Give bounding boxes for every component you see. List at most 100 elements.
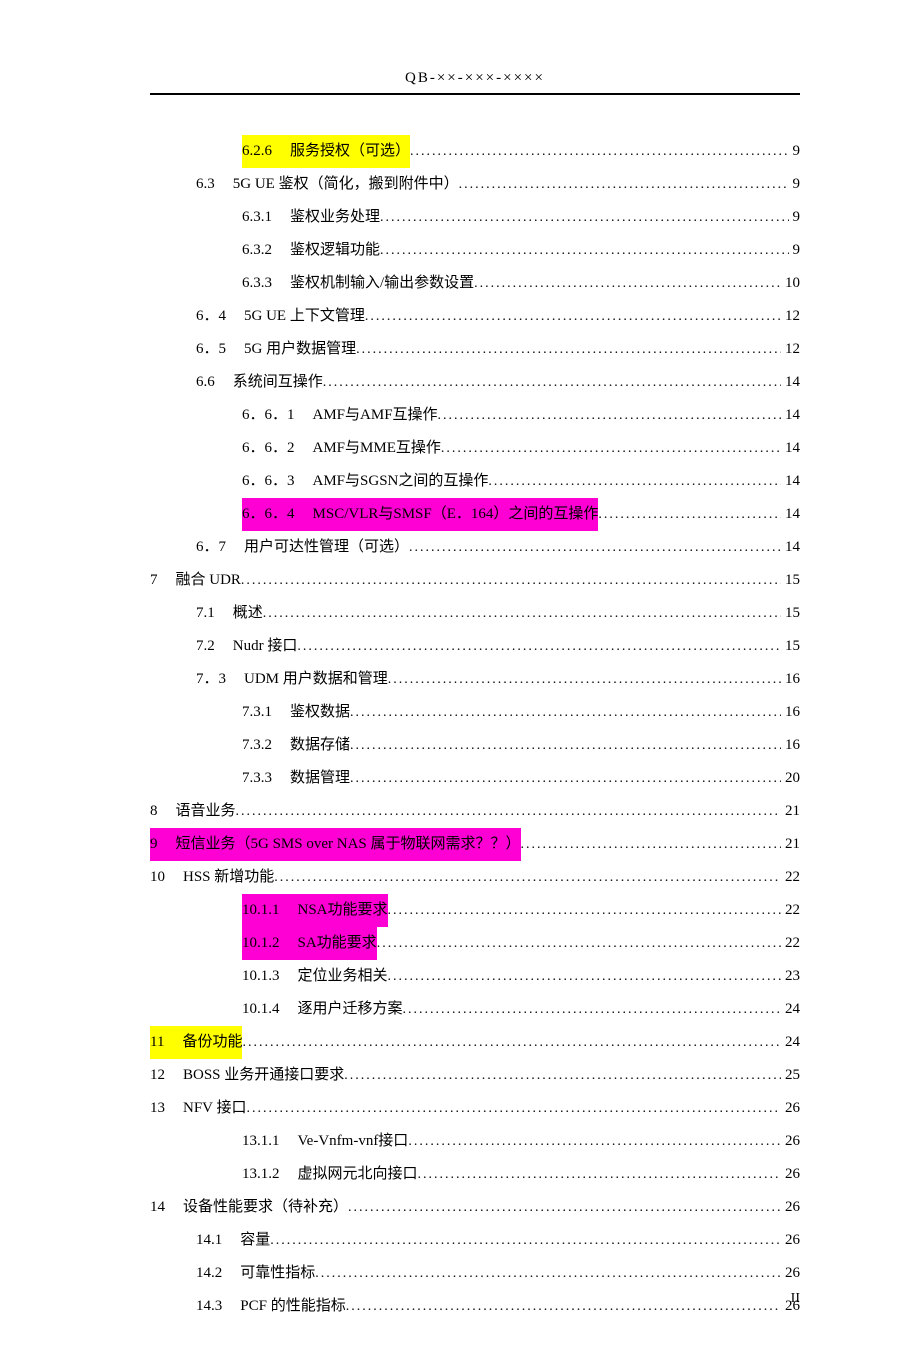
toc-number: 10.1.3 bbox=[242, 960, 298, 993]
toc-page-number: 22 bbox=[781, 861, 800, 894]
toc-title: Nudr 接口 bbox=[233, 630, 298, 663]
toc-entry[interactable]: 12BOSS 业务开通接口要求.........................… bbox=[150, 1059, 800, 1092]
toc-entry[interactable]: 13NFV 接口................................… bbox=[150, 1092, 800, 1125]
toc-number: 14 bbox=[150, 1191, 183, 1224]
toc-entry[interactable]: 14.1容量..................................… bbox=[150, 1224, 800, 1257]
toc-page-number: 26 bbox=[781, 1191, 800, 1224]
toc-title: 备份功能 bbox=[182, 1026, 242, 1059]
toc-entry[interactable]: 7.2Nudr 接口..............................… bbox=[150, 630, 800, 663]
toc-leader-dots: ........................................… bbox=[356, 335, 781, 366]
toc-title: 逐用户迁移方案 bbox=[298, 993, 403, 1026]
toc-number: 10.1.4 bbox=[242, 993, 298, 1026]
toc-number: 6.3.1 bbox=[242, 201, 290, 234]
toc-page-number: 24 bbox=[781, 993, 800, 1026]
toc-number: 7.2 bbox=[196, 630, 233, 663]
toc-page-number: 21 bbox=[781, 795, 800, 828]
toc-leader-dots: ........................................… bbox=[388, 962, 781, 993]
toc-number: 7.1 bbox=[196, 597, 233, 630]
toc-entry[interactable]: 6．55G 用户数据管理............................… bbox=[150, 333, 800, 366]
toc-title: 鉴权业务处理 bbox=[290, 201, 380, 234]
toc-entry[interactable]: 10.1.2SA功能要求............................… bbox=[150, 927, 800, 960]
toc-entry[interactable]: 9短信业务（5G SMS over NAS 属于物联网需求？？）........… bbox=[150, 828, 800, 861]
toc-leader-dots: ........................................… bbox=[348, 1193, 781, 1224]
toc-entry[interactable]: 14.2可靠性指标...............................… bbox=[150, 1257, 800, 1290]
toc-title: 虚拟网元北向接口 bbox=[298, 1158, 418, 1191]
toc-number: 12 bbox=[150, 1059, 183, 1092]
toc-page-number: 9 bbox=[789, 168, 801, 201]
toc-title: BOSS 业务开通接口要求 bbox=[183, 1059, 344, 1092]
toc-entry[interactable]: 6．45G UE 上下文管理..........................… bbox=[150, 300, 800, 333]
toc-leader-dots: ........................................… bbox=[408, 1127, 781, 1158]
toc-entry[interactable]: 6.3.2鉴权逻辑功能.............................… bbox=[150, 234, 800, 267]
toc-entry[interactable]: 14.3PCF 的性能指标...........................… bbox=[150, 1290, 800, 1323]
toc-number: 6.3.3 bbox=[242, 267, 290, 300]
toc-entry[interactable]: 7融合 UDR.................................… bbox=[150, 564, 800, 597]
toc-entry[interactable]: 8语音业务...................................… bbox=[150, 795, 800, 828]
table-of-contents: 6.2.6服务授权（可选）...........................… bbox=[150, 135, 800, 1323]
toc-page-number: 12 bbox=[781, 333, 800, 366]
toc-leader-dots: ........................................… bbox=[350, 731, 781, 762]
toc-entry[interactable]: 6.2.6服务授权（可选）...........................… bbox=[150, 135, 800, 168]
toc-title: 鉴权逻辑功能 bbox=[290, 234, 380, 267]
toc-leader-dots: ........................................… bbox=[459, 170, 789, 201]
toc-entry[interactable]: 10HSS 新增功能..............................… bbox=[150, 861, 800, 894]
toc-entry[interactable]: 7.3.3数据管理...............................… bbox=[150, 762, 800, 795]
toc-page-number: 21 bbox=[781, 828, 800, 861]
toc-leader-dots: ........................................… bbox=[365, 302, 781, 333]
toc-page-number: 26 bbox=[781, 1125, 800, 1158]
toc-number: 10.1.1 bbox=[242, 894, 298, 927]
toc-entry[interactable]: 6.3.1鉴权业务处理.............................… bbox=[150, 201, 800, 234]
toc-title: 5G UE 上下文管理 bbox=[244, 300, 365, 333]
toc-page-number: 15 bbox=[781, 564, 800, 597]
toc-entry[interactable]: 10.1.3定位业务相关............................… bbox=[150, 960, 800, 993]
toc-leader-dots: ........................................… bbox=[323, 368, 781, 399]
toc-entry[interactable]: 11备份功能..................................… bbox=[150, 1026, 800, 1059]
toc-title: 用户可达性管理（可选） bbox=[244, 531, 409, 564]
toc-leader-dots: ........................................… bbox=[270, 1226, 781, 1257]
toc-page-number: 14 bbox=[781, 498, 800, 531]
toc-leader-dots: ........................................… bbox=[388, 896, 781, 927]
toc-number: 6．5 bbox=[196, 333, 244, 366]
toc-entry[interactable]: 14设备性能要求（待补充）...........................… bbox=[150, 1191, 800, 1224]
toc-page-number: 15 bbox=[781, 630, 800, 663]
toc-leader-dots: ........................................… bbox=[410, 137, 788, 168]
toc-leader-dots: ........................................… bbox=[598, 500, 781, 531]
toc-entry[interactable]: 6.3.3鉴权机制输入/输出参数设置......................… bbox=[150, 267, 800, 300]
toc-entry[interactable]: 7.3.1鉴权数据...............................… bbox=[150, 696, 800, 729]
toc-title: 服务授权（可选） bbox=[290, 135, 410, 168]
toc-entry[interactable]: 13.1.1Ve-Vnfm-vnf接口.....................… bbox=[150, 1125, 800, 1158]
toc-number: 14.2 bbox=[196, 1257, 240, 1290]
page-number-footer: II bbox=[791, 1291, 800, 1307]
toc-page-number: 16 bbox=[781, 729, 800, 762]
toc-title: SA功能要求 bbox=[298, 927, 377, 960]
toc-entry[interactable]: 7．3UDM 用户数据和管理..........................… bbox=[150, 663, 800, 696]
toc-entry[interactable]: 7.1概述...................................… bbox=[150, 597, 800, 630]
toc-leader-dots: ........................................… bbox=[274, 863, 781, 894]
toc-entry[interactable]: 6．6．4MSC/VLR与SMSF（E．164）之间的互操作..........… bbox=[150, 498, 800, 531]
toc-entry[interactable]: 7.3.2数据存储...............................… bbox=[150, 729, 800, 762]
toc-number: 6.2.6 bbox=[242, 135, 290, 168]
toc-number: 6.3 bbox=[196, 168, 233, 201]
toc-entry[interactable]: 10.1.4逐用户迁移方案...........................… bbox=[150, 993, 800, 1026]
toc-page-number: 12 bbox=[781, 300, 800, 333]
toc-title: 语音业务 bbox=[176, 795, 236, 828]
toc-page-number: 16 bbox=[781, 663, 800, 696]
toc-entry[interactable]: 6．6．1AMF与AMF互操作.........................… bbox=[150, 399, 800, 432]
toc-title: 可靠性指标 bbox=[240, 1257, 315, 1290]
toc-entry[interactable]: 6．6．2AMF与MME互操作.........................… bbox=[150, 432, 800, 465]
toc-number: 6.3.2 bbox=[242, 234, 290, 267]
toc-entry[interactable]: 6.6系统间互操作...............................… bbox=[150, 366, 800, 399]
toc-page-number: 14 bbox=[781, 432, 800, 465]
toc-entry[interactable]: 6.35G UE 鉴权（简化，搬到附件中）...................… bbox=[150, 168, 800, 201]
toc-entry[interactable]: 10.1.1NSA功能要求...........................… bbox=[150, 894, 800, 927]
toc-entry[interactable]: 6．6．3AMF与SGSN之间的互操作.....................… bbox=[150, 465, 800, 498]
toc-leader-dots: ........................................… bbox=[377, 929, 781, 960]
toc-title: 设备性能要求（待补充） bbox=[183, 1191, 348, 1224]
toc-number: 8 bbox=[150, 795, 176, 828]
toc-number: 6．6．3 bbox=[242, 465, 313, 498]
toc-entry[interactable]: 6．7用户可达性管理（可选）..........................… bbox=[150, 531, 800, 564]
toc-number: 7．3 bbox=[196, 663, 244, 696]
toc-page-number: 26 bbox=[781, 1224, 800, 1257]
toc-page-number: 9 bbox=[789, 135, 801, 168]
toc-entry[interactable]: 13.1.2虚拟网元北向接口..........................… bbox=[150, 1158, 800, 1191]
